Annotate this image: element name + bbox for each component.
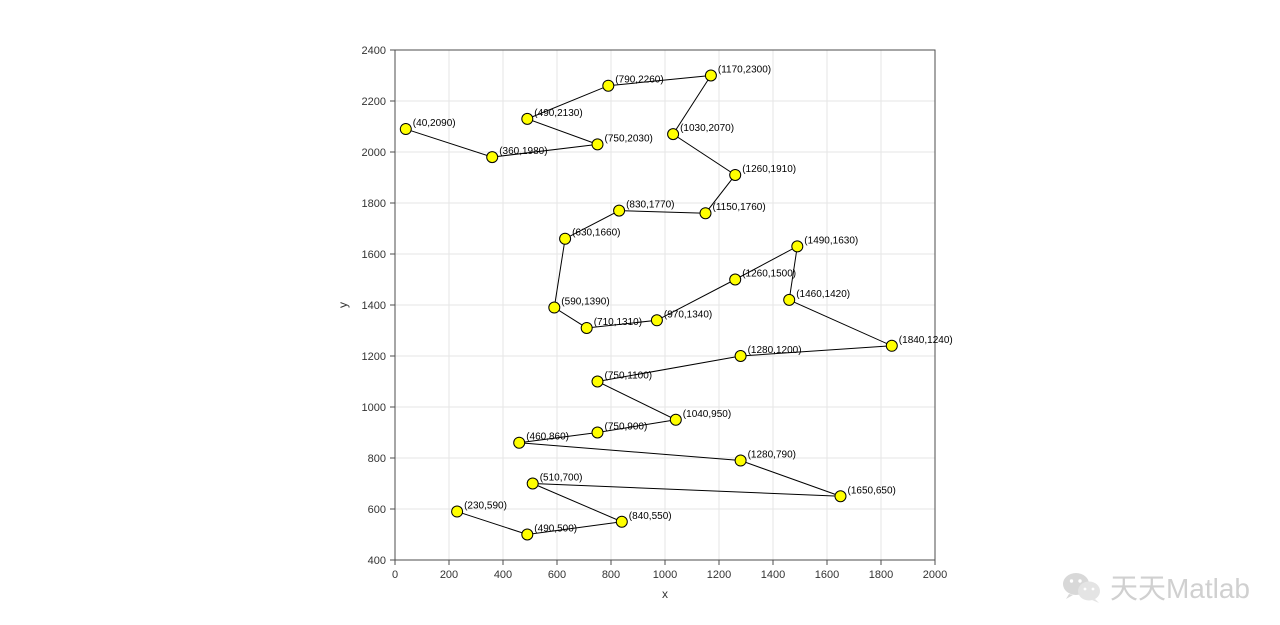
- data-point: [592, 139, 603, 150]
- ytick-label: 1800: [362, 198, 386, 210]
- data-point: [670, 414, 681, 425]
- xtick-label: 600: [548, 569, 566, 581]
- watermark-text: 天天Matlab: [1110, 567, 1250, 607]
- point-label: (1280,790): [748, 450, 796, 461]
- ylabel: y: [336, 302, 350, 308]
- point-label: (460,860): [526, 432, 569, 443]
- xtick-label: 1400: [761, 569, 785, 581]
- data-point: [400, 124, 411, 135]
- point-label: (1840,1240): [899, 335, 953, 346]
- point-label: (750,2030): [605, 133, 653, 144]
- point-label: (360,1980): [499, 146, 547, 157]
- watermark: 天天Matlab: [1062, 567, 1250, 607]
- figure-container: 0 200 400 600 800 1000 1200 1400 1600 1800 2000 400…: [0, 0, 1280, 625]
- data-point: [651, 315, 662, 326]
- data-point: [616, 516, 627, 527]
- point-label: (510,700): [540, 473, 583, 484]
- point-label: (710,1310): [594, 317, 642, 328]
- point-label: (1490,1630): [804, 235, 858, 246]
- point-label: (1040,950): [683, 409, 731, 420]
- xtick-label: 200: [440, 569, 458, 581]
- data-point: [735, 351, 746, 362]
- point-label: (1280,1200): [748, 345, 802, 356]
- data-point: [603, 80, 614, 91]
- point-label: (490,2130): [534, 108, 582, 119]
- point-label: (590,1390): [561, 297, 609, 308]
- point-label: (1170,2300): [718, 65, 771, 76]
- xtick-label: 400: [494, 569, 512, 581]
- data-point: [522, 113, 533, 124]
- data-point: [549, 302, 560, 313]
- point-label: (1150,1760): [713, 202, 766, 213]
- xtick-label: 1800: [869, 569, 893, 581]
- point-label: (1260,1910): [742, 164, 796, 175]
- ytick-label: 1400: [362, 300, 386, 312]
- data-point: [668, 129, 679, 140]
- data-point: [730, 169, 741, 180]
- xtick-label: 1000: [653, 569, 677, 581]
- xtick-label: 800: [602, 569, 620, 581]
- point-label: (40,2090): [413, 118, 456, 129]
- scatter-path-chart: 0 200 400 600 800 1000 1200 1400 1600 1800 2000 400…: [0, 0, 1280, 625]
- ytick-label: 2200: [362, 96, 386, 108]
- data-point: [784, 294, 795, 305]
- data-point: [700, 208, 711, 219]
- ytick-label: 2000: [362, 147, 386, 159]
- data-point: [614, 205, 625, 216]
- xtick-label: 1600: [815, 569, 839, 581]
- ytick-label: 400: [368, 555, 386, 567]
- data-point: [705, 70, 716, 81]
- wechat-icon: [1062, 570, 1102, 604]
- data-point: [522, 529, 533, 540]
- point-label: (1460,1420): [796, 289, 850, 300]
- data-point: [514, 437, 525, 448]
- data-point: [792, 241, 803, 252]
- ytick-label: 600: [368, 504, 386, 516]
- data-point: [527, 478, 538, 489]
- point-label: (1030,2070): [680, 123, 734, 134]
- data-point: [487, 152, 498, 163]
- point-label: (830,1770): [626, 200, 674, 211]
- point-label: (1650,650): [848, 485, 896, 496]
- ytick-label: 1200: [362, 351, 386, 363]
- data-point: [560, 233, 571, 244]
- point-label: (630,1660): [572, 228, 620, 239]
- ytick-label: 800: [368, 453, 386, 465]
- xlabel: x: [662, 587, 668, 601]
- point-label: (490,500): [534, 524, 577, 535]
- data-point: [592, 427, 603, 438]
- point-label: (750,900): [605, 422, 648, 433]
- xtick-label: 0: [392, 569, 398, 581]
- data-point: [581, 322, 592, 333]
- ytick-label: 1600: [362, 249, 386, 261]
- data-point: [592, 376, 603, 387]
- point-label: (970,1340): [664, 309, 712, 320]
- point-label: (840,550): [629, 511, 672, 522]
- data-point: [835, 491, 846, 502]
- ytick-label: 2400: [362, 45, 386, 57]
- xtick-label: 1200: [707, 569, 731, 581]
- data-point: [452, 506, 463, 517]
- point-label: (750,1100): [605, 371, 653, 382]
- ytick-label: 1000: [362, 402, 386, 414]
- data-point: [886, 340, 897, 351]
- point-label: (1260,1500): [742, 269, 796, 280]
- xtick-label: 2000: [923, 569, 947, 581]
- point-label: (230,590): [464, 501, 507, 512]
- data-point: [735, 455, 746, 466]
- point-label: (790,2260): [615, 75, 663, 86]
- data-point: [730, 274, 741, 285]
